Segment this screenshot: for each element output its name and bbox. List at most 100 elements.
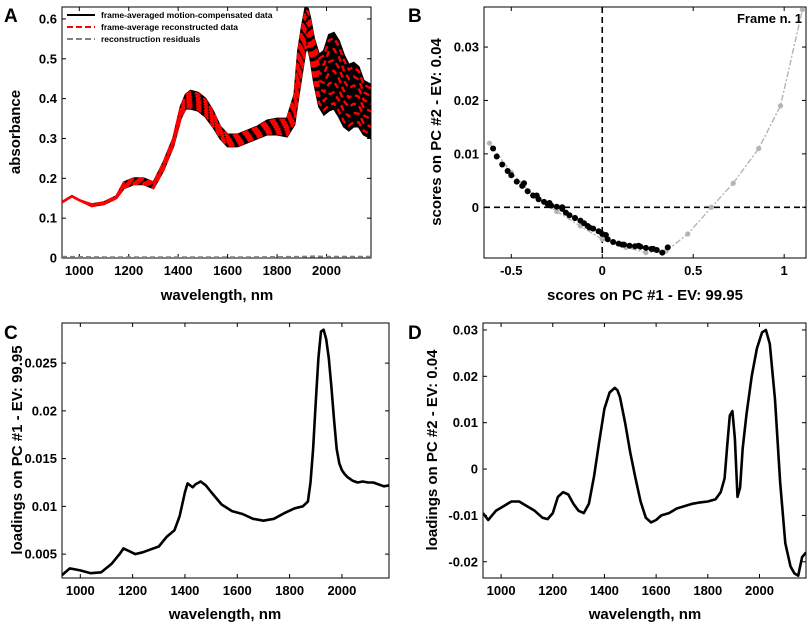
trajectory-point: [599, 236, 605, 242]
y-tick-label: 0.005: [24, 547, 57, 562]
x-tick-label: 1000: [65, 263, 94, 278]
loadings-line: [483, 328, 806, 577]
score-point: [619, 241, 626, 248]
panel-label: D: [408, 323, 422, 344]
score-point: [553, 203, 560, 210]
x-tick-label: -0.5: [500, 263, 522, 278]
plot-area: [62, 328, 389, 577]
residuals-line: [62, 255, 371, 258]
y-tick-label: 0.01: [454, 146, 479, 161]
y-tick-label: 0.4: [39, 91, 58, 106]
x-tick-label: 1800: [263, 263, 292, 278]
trajectory-point: [708, 204, 715, 210]
x-tick-label: 1600: [213, 263, 242, 278]
panel-label: C: [4, 323, 18, 344]
y-tick-label: 0.01: [453, 415, 478, 430]
trajectory-point: [643, 250, 649, 256]
x-tick-label: 1400: [590, 583, 619, 598]
score-point: [571, 214, 578, 221]
y-axis-label: loadings on PC #1 - EV: 99.95: [9, 345, 26, 554]
y-tick-label: 0: [472, 200, 479, 215]
x-axis-label: wavelength, nm: [588, 606, 702, 623]
score-point: [650, 245, 657, 252]
x-tick-label: 1: [781, 263, 788, 278]
axes-frame: [483, 6, 807, 259]
y-tick-label: -0.02: [448, 554, 478, 569]
trajectory-point: [685, 231, 691, 237]
panel-c: C 1000 1200 1400 1600 1800 2000 0.005 0.01 0.015 0…: [4, 322, 390, 623]
score-point: [664, 244, 671, 251]
panel-label: B: [408, 6, 422, 27]
y-tick-label: 0.03: [453, 322, 478, 337]
axes-frame: [61, 322, 390, 579]
legend-entry: frame-average reconstructed data: [101, 22, 238, 32]
x-tick-label: 1000: [66, 583, 95, 598]
x-tick-label: 1800: [275, 583, 304, 598]
panel-b: B -0.5 0 0.5 1 0 0.01 0.02 0.03 scores on PC #1 -…: [408, 6, 807, 304]
x-axis-label: wavelength, nm: [160, 287, 274, 304]
y-axis-label: absorbance: [7, 90, 24, 174]
plot-area: [62, 7, 371, 258]
score-point: [533, 192, 540, 199]
trajectory-point: [777, 103, 784, 109]
y-tick-label: -0.01: [448, 508, 478, 523]
x-tick-label: 2000: [327, 583, 356, 598]
x-tick-label: 1200: [538, 583, 567, 598]
y-tick-label: 0.2: [39, 171, 57, 186]
panel-a: A 1000 1200 1400 1600 1800 2000 0 0.1 0.2 0.3 0.4 0.…: [4, 6, 372, 304]
y-tick-label: 0.5: [39, 51, 57, 66]
panel-d: D 1000 1200 1400 1600 1800 2000 -0.02 -0.01 0 0.01…: [408, 322, 807, 623]
x-tick-label: 1600: [642, 583, 671, 598]
trajectory-point: [730, 180, 736, 186]
y-tick-label: 0.02: [454, 93, 479, 108]
x-tick-label: 1800: [693, 583, 722, 598]
y-tick-label: 0.02: [32, 403, 57, 418]
score-point: [566, 212, 573, 219]
y-axis-label: loadings on PC #2 - EV: 0.04: [424, 349, 441, 551]
trajectory-point: [554, 208, 560, 215]
reconstructed-line: [62, 14, 371, 206]
x-tick-label: 1200: [114, 263, 143, 278]
x-tick-label: 2000: [745, 583, 774, 598]
trajectory-line: [488, 9, 804, 254]
y-axis-label: scores on PC #2 - EV: 0.04: [428, 38, 445, 226]
reconstructed-line: [62, 44, 371, 208]
y-tick-label: 0.6: [39, 11, 57, 26]
y-tick-label: 0.03: [454, 40, 479, 55]
x-tick-label: 1400: [170, 583, 199, 598]
y-tick-label: 0.3: [39, 131, 57, 146]
plot-area: [484, 7, 806, 258]
x-tick-label: 1400: [164, 263, 193, 278]
score-point: [513, 178, 520, 185]
score-point: [559, 204, 566, 211]
score-point: [508, 172, 515, 179]
y-tick-label: 0.02: [453, 369, 478, 384]
trajectory-point: [756, 145, 762, 152]
x-axis-label: scores on PC #1 - EV: 99.95: [547, 287, 743, 304]
y-tick-label: 0.1: [39, 211, 57, 226]
frame-annotation: Frame n. 1: [737, 11, 802, 26]
reconstructed-line: [62, 21, 371, 207]
plot-area: [483, 328, 806, 577]
score-point: [493, 153, 500, 160]
x-tick-label: 1200: [118, 583, 147, 598]
score-point: [504, 167, 511, 174]
x-tick-label: 2000: [312, 263, 341, 278]
loadings-line: [62, 328, 389, 577]
panel-label: A: [4, 6, 18, 27]
trajectory-point: [486, 140, 493, 146]
score-point: [642, 244, 649, 251]
score-point: [635, 242, 642, 249]
score-point: [659, 249, 666, 256]
score-point: [610, 238, 617, 245]
x-axis-label: wavelength, nm: [168, 606, 282, 623]
score-point: [602, 232, 609, 239]
y-tick-label: 0: [50, 251, 57, 266]
x-tick-label: 1600: [223, 583, 252, 598]
score-point: [546, 199, 553, 206]
score-point: [524, 188, 531, 195]
score-point: [499, 161, 506, 168]
score-point: [586, 224, 593, 231]
y-tick-label: 0.025: [24, 356, 57, 371]
